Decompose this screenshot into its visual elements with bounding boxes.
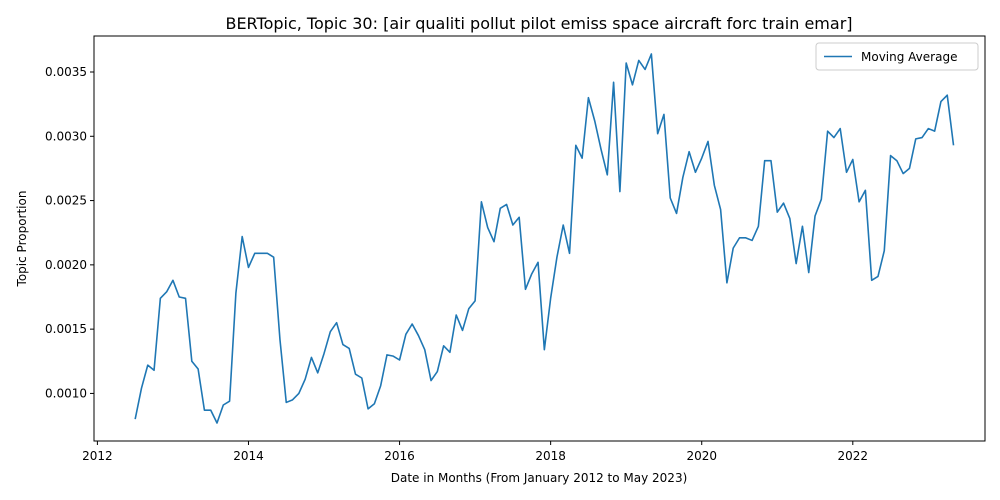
plot-area: 2012 2014 2016 2018 2020 2022 0.00100.00150.0… [45,35,986,463]
y-tick-label: 0.0010 [45,386,87,400]
y-tick-label: 0.0020 [45,258,87,272]
y-axis-label: Topic Proportion [15,191,29,288]
x-tick-label: 2014 [233,449,264,463]
y-tick-label: 0.0015 [45,322,87,336]
x-tick-label: 2016 [384,449,415,463]
y-tick-label: 0.0025 [45,194,87,208]
y-axis: 0.0010 0.0015 0.0020 0.0025 0.0030 0.0035 [45,65,94,400]
legend-label: Moving Average [861,50,957,64]
legend-box [815,42,979,71]
x-tick-label: 2022 [838,449,869,463]
x-tick-label: 2012 [82,449,113,463]
x-tick-label: 2018 [535,449,566,463]
legend: Moving Average [815,42,979,71]
x-axis-label: Date in Months (From January 2012 to May… [391,471,688,485]
series-line-moving-average [134,53,955,424]
x-axis: 2012 2014 2016 2018 2020 2022 [82,441,868,463]
plot-frame [93,35,986,442]
y-tick-label: 0.0035 [45,65,87,79]
chart-title: BERTopic, Topic 30: [air qualiti pollut … [225,14,852,33]
y-tick-label: 0.0030 [45,129,87,143]
x-tick-label: 2020 [686,449,717,463]
